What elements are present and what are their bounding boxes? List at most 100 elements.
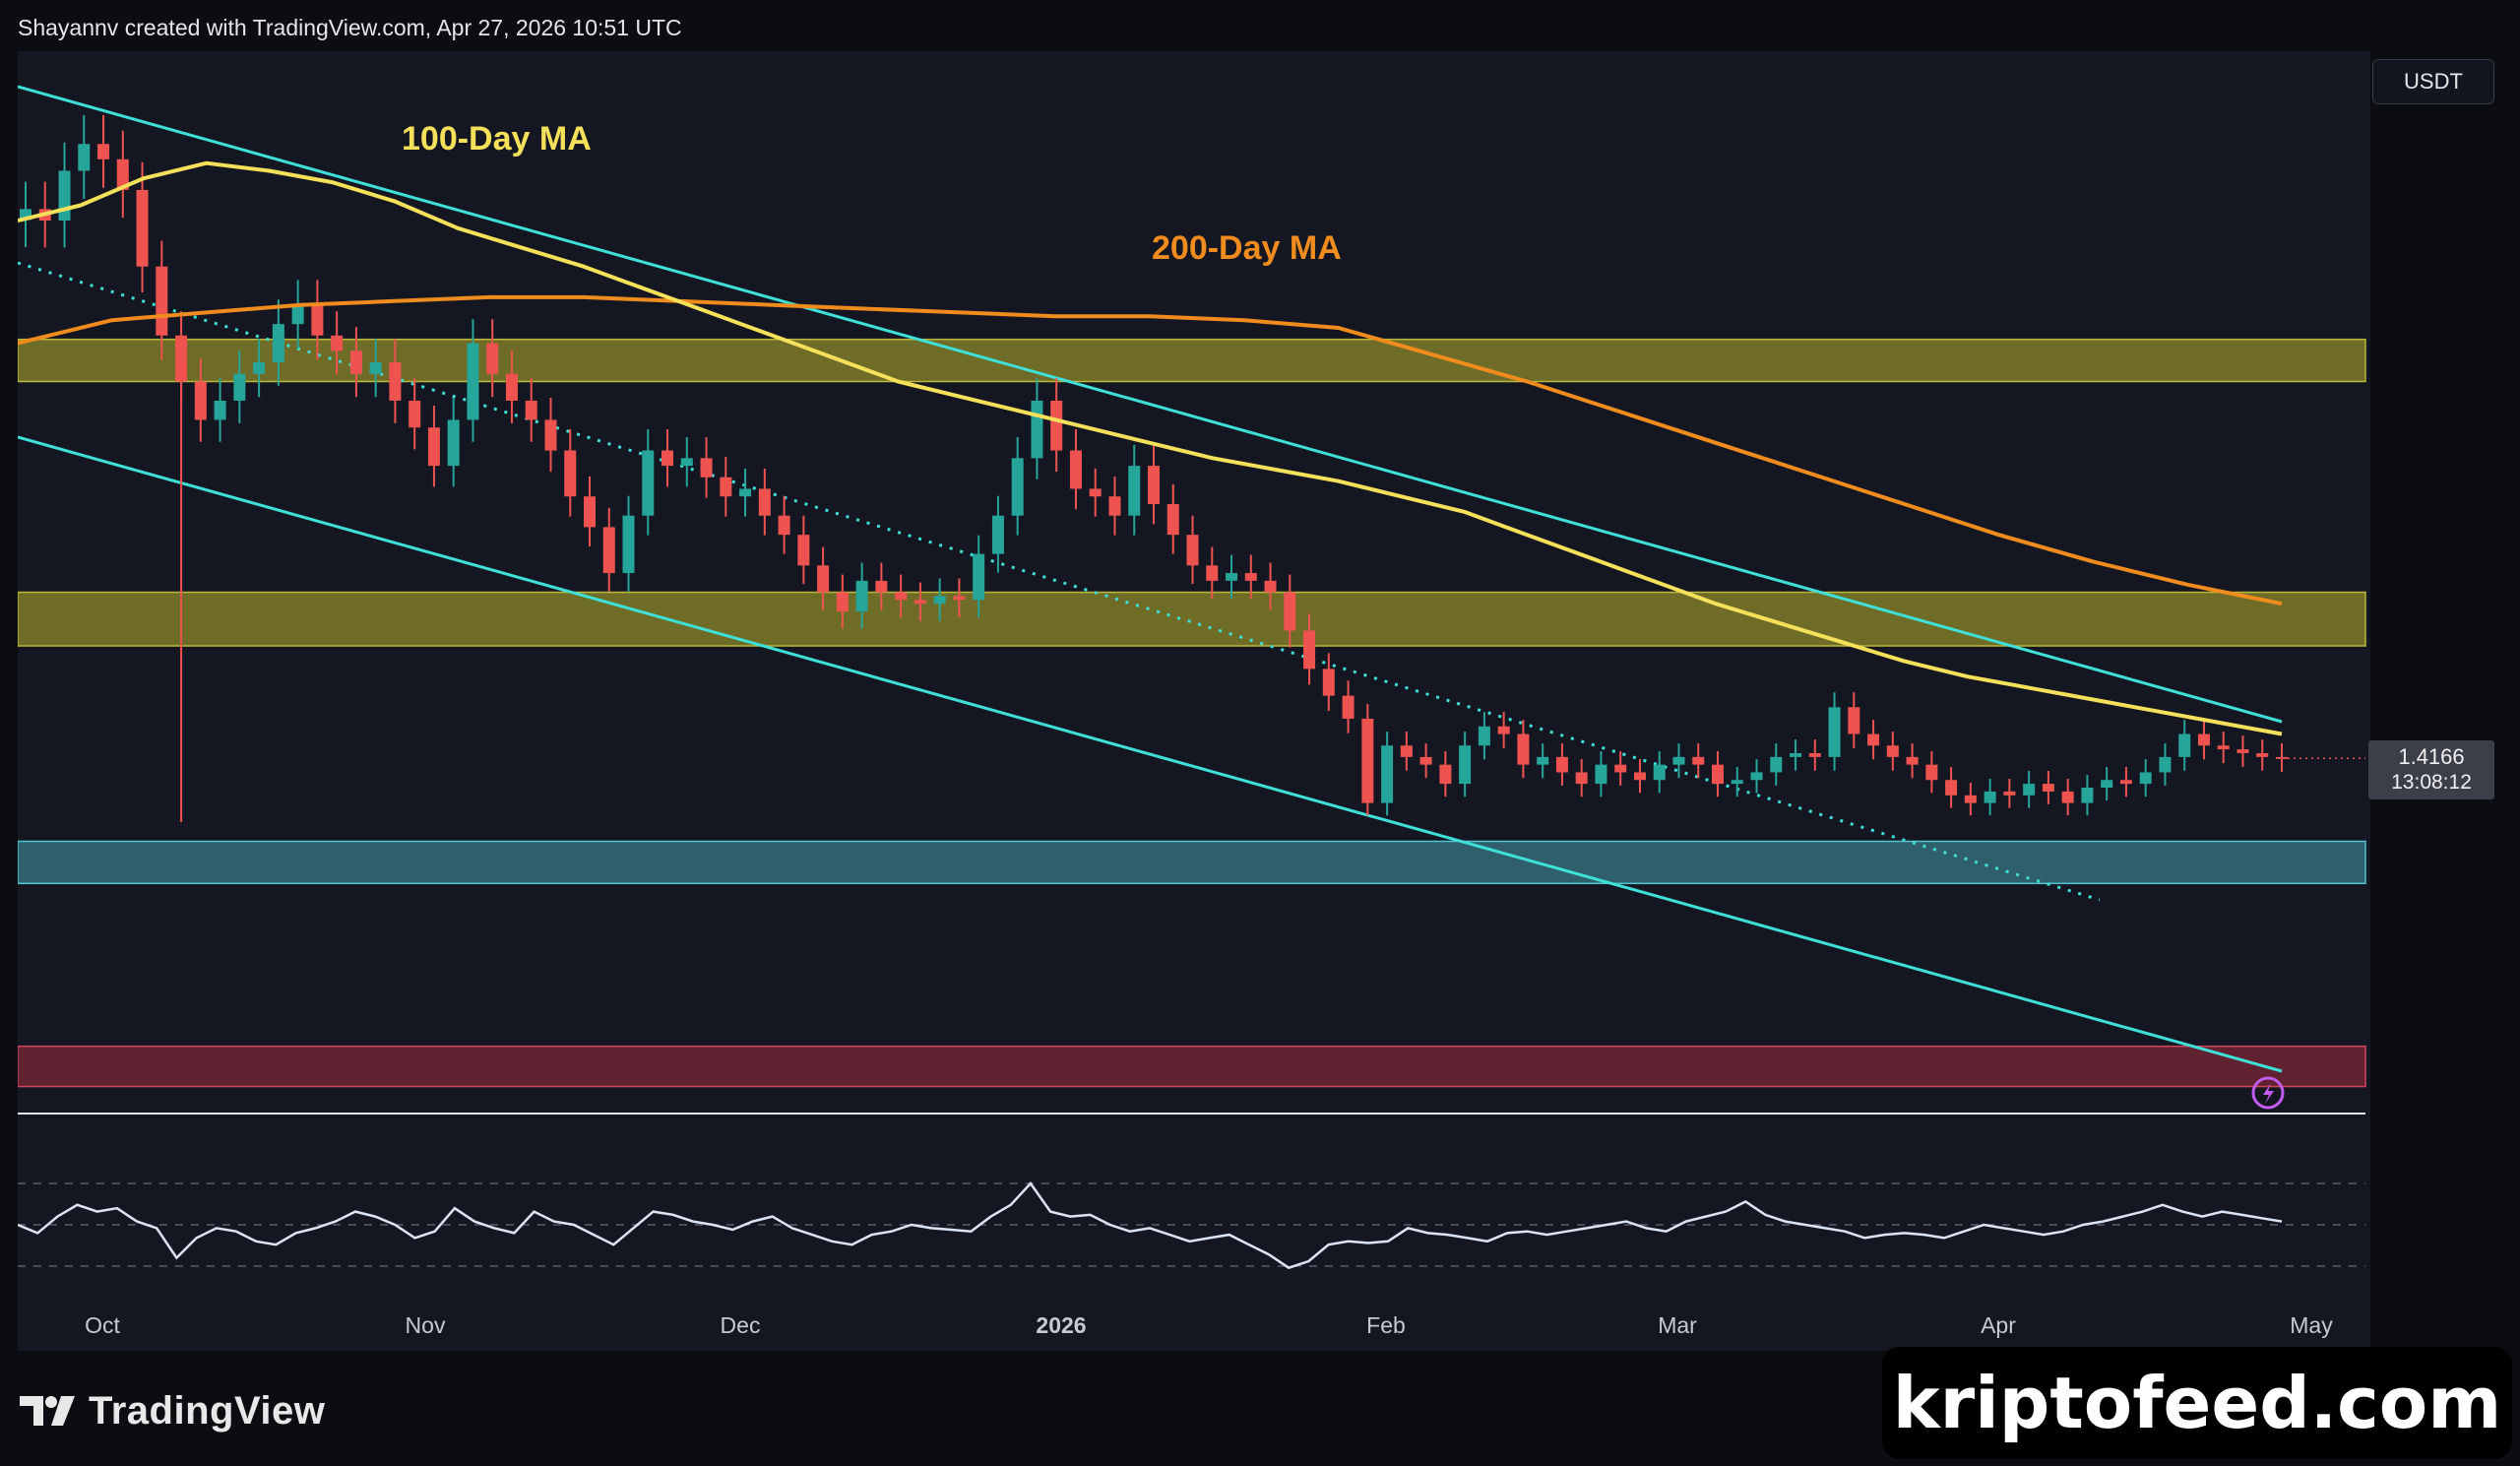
rsi-line <box>18 1181 2283 1270</box>
candle-body <box>720 477 732 497</box>
candle-body <box>680 458 693 467</box>
bar-countdown: 13:08:12 <box>2391 771 2472 794</box>
zone-yellow-1 <box>18 591 2366 647</box>
candle-body <box>409 400 421 428</box>
candle-body <box>272 324 284 363</box>
candle-body <box>973 553 985 601</box>
candle-body <box>1069 450 1082 489</box>
candle-body <box>389 362 402 401</box>
candle-body <box>2256 752 2269 757</box>
zone-cyan-2 <box>18 840 2366 885</box>
channel-upper-line <box>18 85 2283 724</box>
candle-body <box>467 343 479 420</box>
candle-body <box>58 170 71 222</box>
candle-body <box>1867 733 1880 746</box>
candle-body <box>1050 400 1063 451</box>
candle-body <box>20 209 32 221</box>
candle-body <box>1712 764 1724 785</box>
candle-body <box>1459 745 1472 785</box>
tradingview-logo-text: TradingView <box>89 1388 326 1433</box>
candle-body <box>1400 745 1413 757</box>
candle-body <box>1031 400 1043 459</box>
candle-body <box>2042 784 2054 792</box>
candle-body <box>2023 784 2036 796</box>
candle-body <box>1166 504 1179 536</box>
candle-body <box>525 400 537 420</box>
candle-body <box>2061 791 2074 803</box>
candle-body <box>97 144 110 159</box>
last-price-value: 1.4166 <box>2398 744 2465 769</box>
candle-body <box>1244 573 1257 581</box>
tradingview-logo-icon <box>20 1396 75 1426</box>
candle-body <box>895 592 908 601</box>
candle-body <box>2159 756 2172 773</box>
currency-selector[interactable]: USDT <box>2372 59 2494 104</box>
candle-body <box>778 515 790 536</box>
zone-yellow-0 <box>18 338 2366 383</box>
time-tick-label: Dec <box>721 1312 761 1338</box>
candle-body <box>156 266 168 336</box>
candle-body <box>1945 780 1958 796</box>
candle-body <box>1497 726 1510 734</box>
candle-body <box>2003 791 2016 796</box>
candle-body <box>1790 752 1802 757</box>
watermark-banner: kriptofeed.com <box>1882 1347 2512 1459</box>
candle-body <box>758 488 771 516</box>
candle-body <box>2217 745 2230 750</box>
candle-body <box>1439 764 1452 785</box>
zone-red-3 <box>18 1045 2366 1088</box>
candle-body <box>953 596 966 601</box>
candle-body <box>1906 756 1919 765</box>
tradingview-logo[interactable]: TradingView <box>18 1386 325 1435</box>
candle-body <box>1186 535 1199 566</box>
candle-body <box>175 335 188 382</box>
candle-body <box>1226 573 1238 581</box>
candle-body <box>1595 764 1607 785</box>
candle-body <box>1108 496 1121 516</box>
candle-body <box>1284 592 1296 631</box>
candle-body <box>622 515 635 574</box>
candle-body <box>1342 695 1354 719</box>
candle-body <box>1653 764 1666 781</box>
candle-body <box>2101 780 2113 789</box>
attribution-text: Shayannv created with TradingView.com, A… <box>18 15 682 40</box>
candle-body <box>1303 630 1316 669</box>
candle-body <box>253 362 266 374</box>
candle-body <box>933 596 946 605</box>
candle-body <box>875 580 888 593</box>
time-tick-label: Feb <box>1366 1312 1406 1338</box>
candle-body <box>1148 466 1160 505</box>
candle-body <box>1984 791 1996 803</box>
ma100-annotation: 100-Day MA <box>402 120 592 158</box>
candle-body <box>1848 707 1860 734</box>
candle-body <box>1361 718 1374 803</box>
time-tick-label: 2026 <box>1036 1312 1086 1338</box>
price-chart[interactable]: 3.00002.80002.60002.40002.20002.00001.80… <box>18 51 2370 1351</box>
ma100-line <box>18 160 2283 736</box>
candle-body <box>836 592 849 611</box>
candle-body <box>214 400 226 420</box>
candle-body <box>1692 756 1705 765</box>
time-tick-label: May <box>2290 1312 2333 1338</box>
candle-body <box>1731 780 1743 785</box>
candle-body <box>662 450 674 467</box>
candle-body <box>447 419 460 467</box>
ma200-annotation: 200-Day MA <box>1152 229 1342 267</box>
candle-body <box>1808 752 1821 757</box>
last-price-tag: 1.4166 13:08:12 <box>2368 740 2494 799</box>
candle-body <box>1381 745 1394 803</box>
candle-body <box>1264 580 1277 593</box>
chart-panel[interactable]: 3.00002.80002.60002.40002.20002.00001.80… <box>18 51 2370 1351</box>
candle-body <box>739 488 752 497</box>
candle-body <box>349 351 362 374</box>
candle-body <box>1614 764 1627 773</box>
candle-body <box>1537 756 1549 765</box>
candle-body <box>1672 756 1685 765</box>
candle-body <box>2119 780 2132 785</box>
candle-body <box>1206 565 1219 581</box>
time-tick-label: Oct <box>85 1312 120 1338</box>
candle-body <box>2236 749 2249 753</box>
candle-body <box>311 304 324 336</box>
candle-body <box>194 381 207 420</box>
price-pane <box>18 51 2365 1113</box>
